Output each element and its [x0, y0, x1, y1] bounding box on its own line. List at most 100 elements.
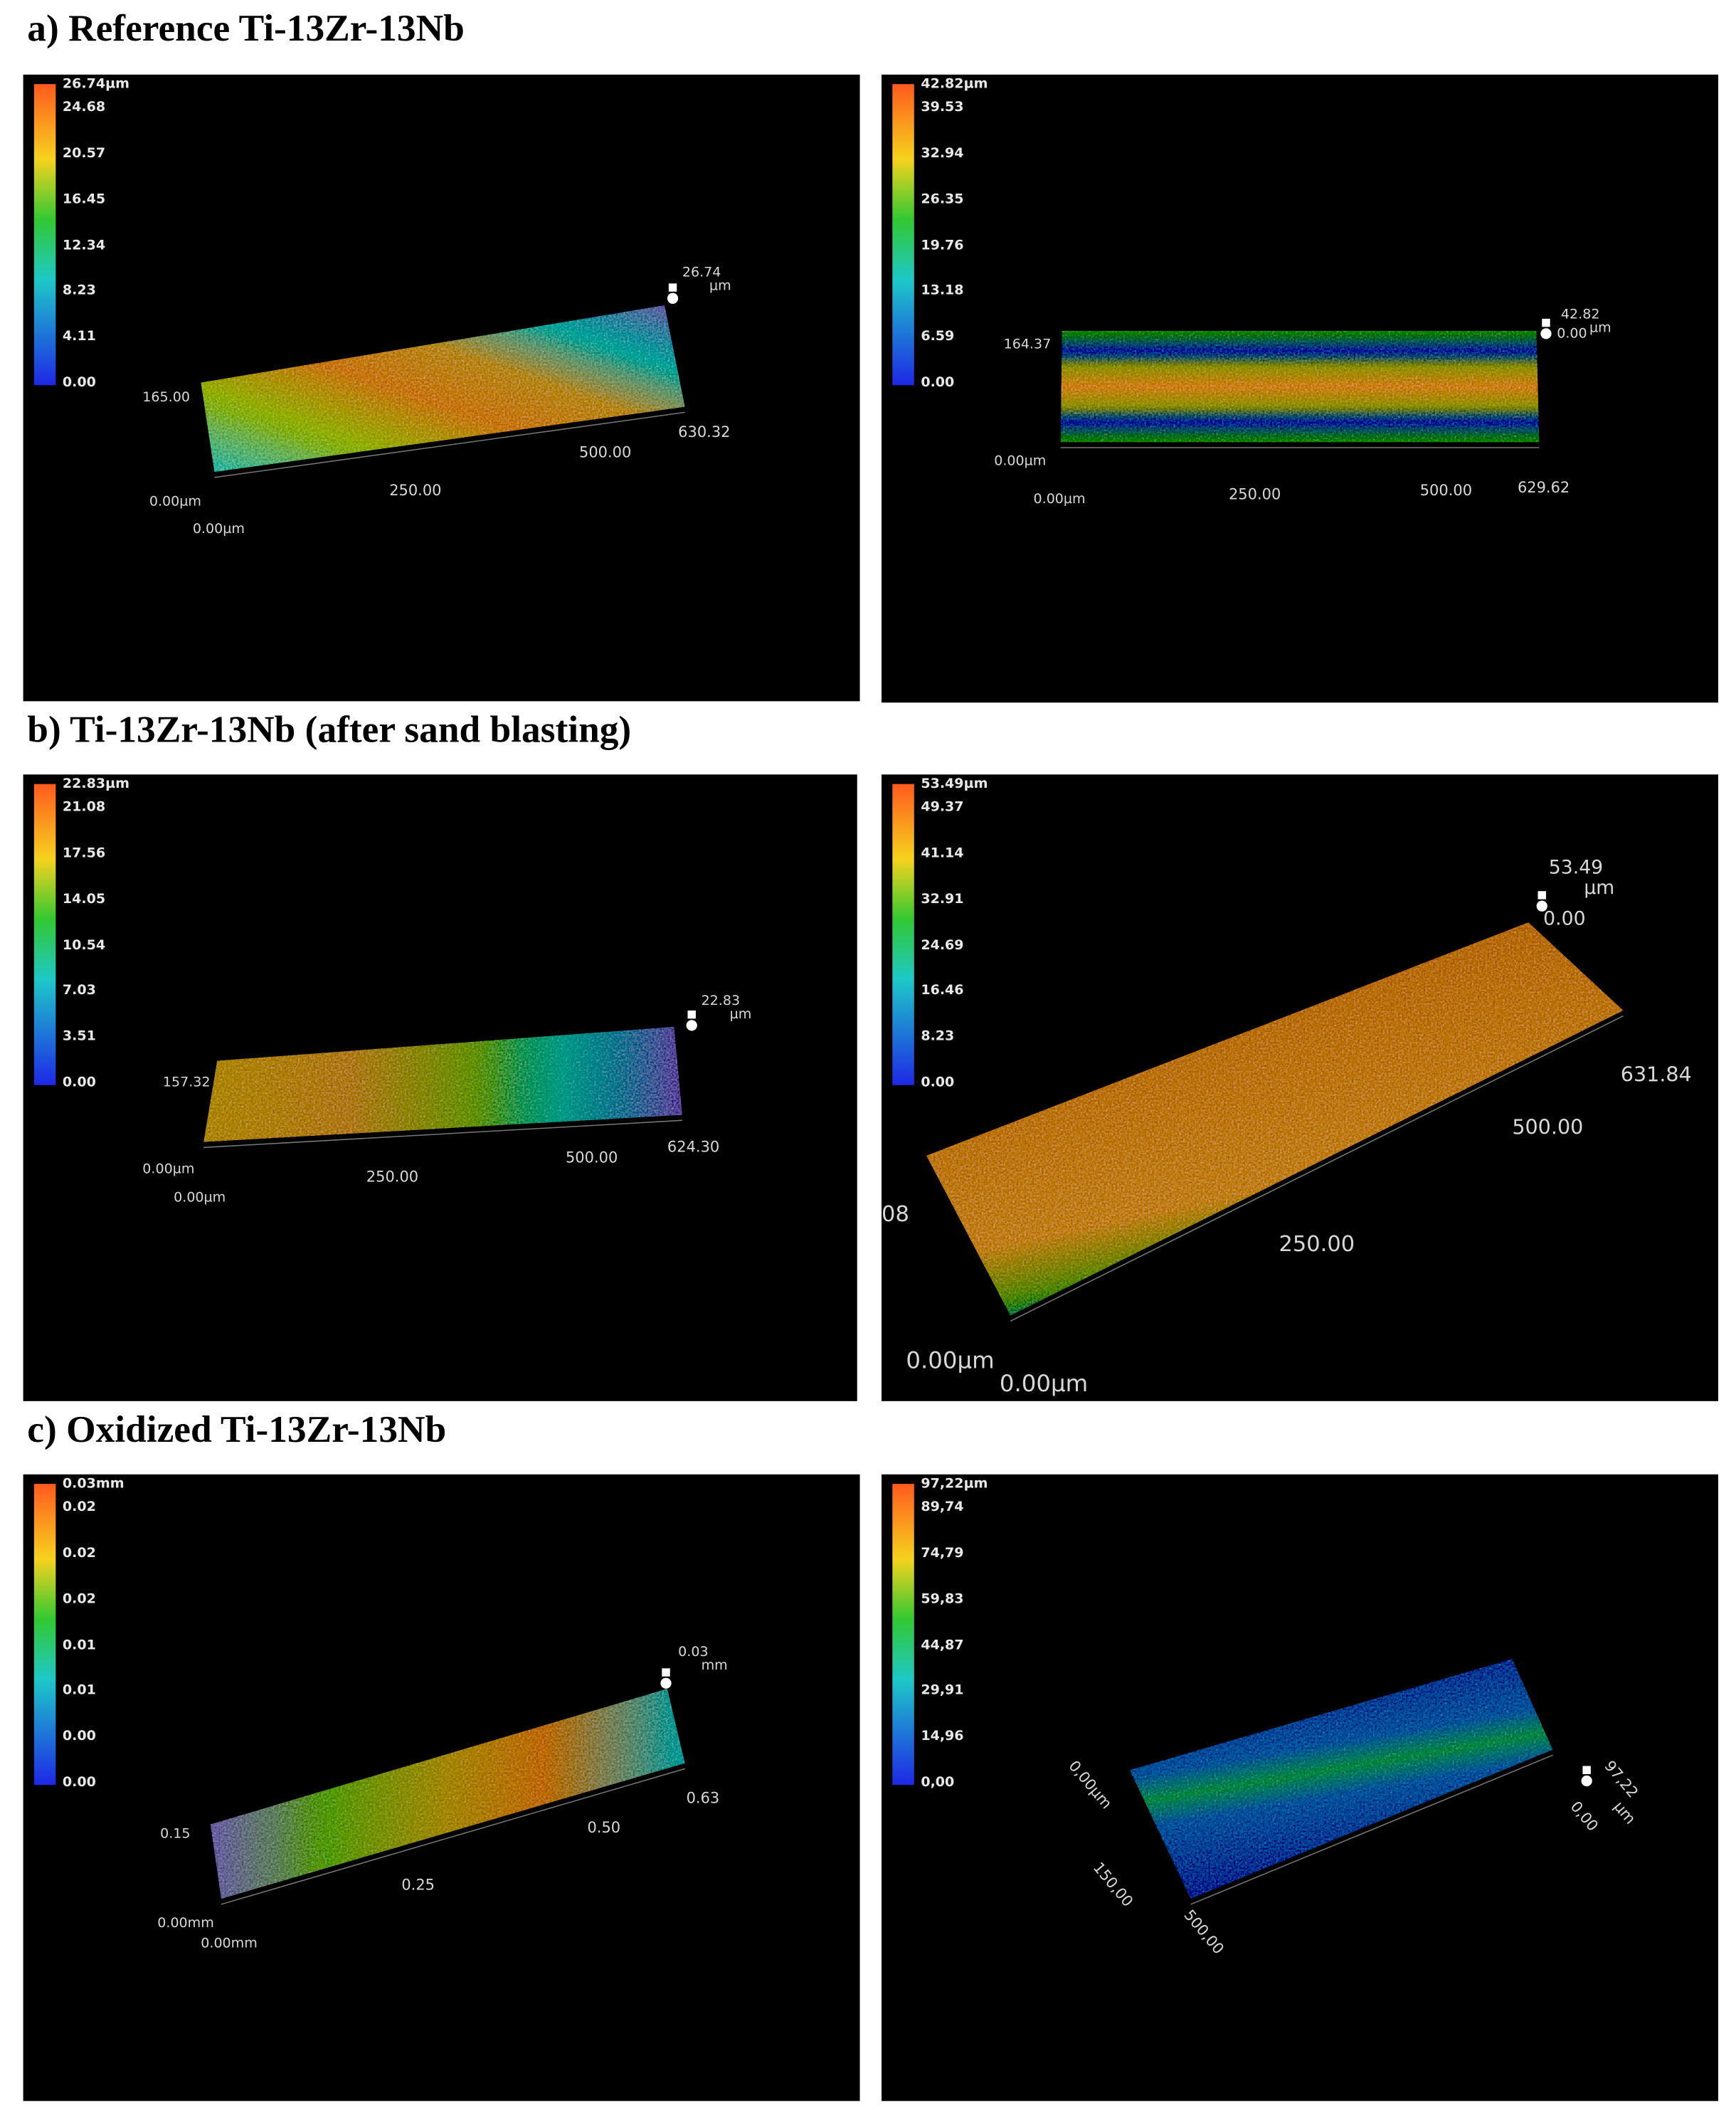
axis-label: 165.00: [142, 389, 190, 405]
axis-label: 0.00mm: [157, 1915, 214, 1931]
axis-line: [221, 1768, 685, 1905]
marker-square: [1542, 318, 1550, 327]
scale-label: 44,87: [921, 1637, 963, 1652]
axis-label: 0.00µm: [906, 1347, 994, 1374]
surface-3d: [203, 1026, 682, 1142]
scale-label: 26.74µm: [63, 76, 129, 92]
axis-line: [214, 411, 685, 478]
scale-label: 12.34: [63, 237, 105, 253]
axis-label: 250.00: [366, 1168, 418, 1185]
axis-label: 0.50: [587, 1819, 620, 1836]
scale-label: 26.35: [921, 191, 963, 207]
axis-label: 0.00µm: [149, 494, 201, 510]
scale-label: 14.05: [63, 891, 105, 907]
scale-label: 0.00: [63, 1728, 96, 1744]
marker-circle: [660, 1677, 672, 1689]
axis-label: 250.00: [1229, 486, 1281, 503]
axis-label: 250.00: [1279, 1232, 1355, 1257]
scale-label: 20.57: [63, 145, 105, 161]
axis-label: 0.63: [687, 1789, 720, 1806]
scale-label: 0.01: [63, 1637, 96, 1652]
axis-label: 0.00: [1557, 325, 1587, 341]
scale-label: 0.00: [63, 374, 96, 390]
scale-label: 89,74: [921, 1499, 963, 1514]
scale-label: 13.18: [921, 282, 963, 297]
scale-label: 22.83µm: [63, 776, 129, 791]
color-scale-bar: [33, 784, 56, 1085]
scale-label: 10.54: [63, 937, 105, 953]
scale-label: 97,22µm: [921, 1476, 988, 1492]
color-scale-bar: [33, 84, 56, 386]
scale-label: 0.00: [63, 1774, 96, 1790]
axis-label: 624.30: [667, 1138, 719, 1155]
scale-label: 0.00: [63, 1074, 96, 1090]
axis-label: 629.62: [1518, 479, 1570, 496]
axis-label: 157.32: [163, 1074, 211, 1090]
axis-label: 26.74: [682, 265, 721, 280]
section-heading: a) Reference Ti-13Zr-13Nb: [27, 6, 465, 49]
scale-label: 74,79: [921, 1545, 963, 1561]
axis-label: 08: [882, 1202, 909, 1227]
marker-circle: [1581, 1775, 1592, 1787]
color-scale-bar: [892, 784, 914, 1085]
scale-label: 17.56: [63, 845, 105, 860]
axis-label: 0.03: [678, 1644, 708, 1660]
scale-label: 59,83: [921, 1591, 963, 1607]
scale-label: 8.23: [921, 1028, 954, 1044]
axis-label: 500.00: [566, 1149, 618, 1166]
scale-label: 53.49µm: [921, 776, 988, 791]
scale-label: 0.02: [63, 1591, 96, 1607]
axis-label: 0.25: [401, 1876, 435, 1893]
scale-label: 0.02: [63, 1545, 96, 1561]
axis-line: [1010, 1015, 1624, 1322]
color-scale-bar: [892, 1484, 914, 1786]
scale-label: 24.68: [63, 99, 105, 115]
axis-label: 500.00: [1512, 1115, 1583, 1139]
profile-panel: 42.82µm 39.53 32.94 26.35 19.76 13.18 6.59 0.00…: [882, 74, 1719, 703]
axis-label: 250.00: [389, 482, 441, 499]
marker-square: [1582, 1766, 1591, 1774]
axis-label: 0.00: [1543, 908, 1585, 930]
axis-label: 500.00: [579, 444, 631, 461]
axis-label: 630.32: [678, 423, 730, 441]
scale-label: 0.03mm: [63, 1476, 125, 1492]
scale-label: 14,96: [921, 1728, 963, 1744]
axis-label: 0.00µm: [1000, 1370, 1088, 1397]
axis-label: 0.00µm: [142, 1161, 194, 1176]
axis-label: 0.00µm: [193, 521, 245, 537]
axis-label: µm: [730, 1006, 752, 1022]
section-heading: c) Oxidized Ti-13Zr-13Nb: [27, 1408, 446, 1450]
axis-label: 500.00: [1420, 482, 1472, 499]
profile-panel: 97,22µm 89,74 74,79 59,83 44,87 29,91 14,96 0,0…: [882, 1474, 1719, 2101]
axis-label: 0.00µm: [174, 1189, 226, 1205]
scale-label: 16.46: [921, 982, 963, 998]
scale-label: 49.37: [921, 799, 963, 815]
surface-3d: [201, 305, 685, 473]
axis-label: µm: [1584, 877, 1614, 899]
scale-label: 24.69: [921, 937, 963, 953]
marker-circle: [1536, 900, 1547, 912]
marker-circle: [667, 292, 679, 304]
scale-label: 29,91: [921, 1682, 963, 1697]
scale-label: 0.00: [921, 374, 954, 390]
axis-line: [203, 1119, 682, 1149]
scale-label: 6.59: [921, 328, 954, 344]
scale-label: 0.00: [921, 1074, 954, 1090]
axis-label: 164.37: [1004, 337, 1052, 352]
surface-3d: [1060, 331, 1540, 443]
surface-3d: [210, 1688, 685, 1899]
color-scale-bar: [33, 1484, 56, 1786]
axis-line: [1190, 1754, 1553, 1905]
section-heading: b) Ti-13Zr-13Nb (after sand blasting): [27, 708, 631, 751]
marker-circle: [686, 1020, 697, 1031]
scale-label: 0,00: [921, 1774, 954, 1790]
color-scale-bar: [892, 84, 914, 386]
marker-square: [662, 1668, 670, 1677]
scale-label: 32.94: [921, 145, 963, 161]
scale-label: 0.01: [63, 1682, 96, 1697]
axis-label: mm: [702, 1657, 728, 1673]
axis-label: 42.82: [1561, 307, 1600, 322]
scale-label: 32.91: [921, 891, 963, 907]
axis-label: 53.49: [1549, 856, 1603, 878]
